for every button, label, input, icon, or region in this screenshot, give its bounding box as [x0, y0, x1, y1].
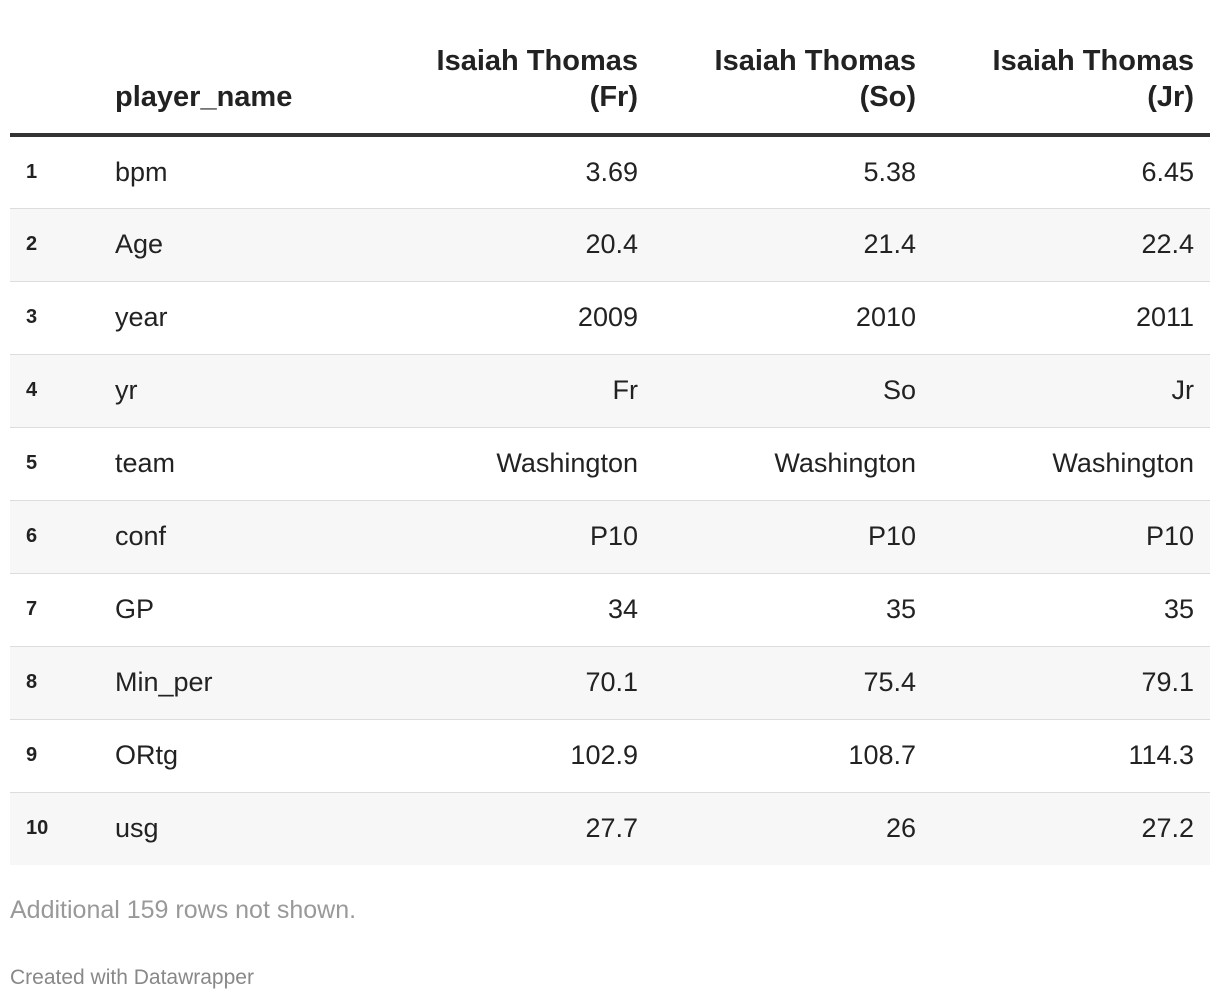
row-value-cell: 70.1: [377, 646, 654, 720]
table-row: 6 conf P10 P10 P10: [10, 500, 1210, 574]
row-value-cell: 34: [377, 573, 654, 647]
row-stat-name: year: [115, 281, 377, 355]
row-value-cell: 20.4: [377, 208, 654, 282]
column-header-line2: (So): [859, 81, 916, 113]
table-row: 5 team Washington Washington Washington: [10, 427, 1210, 501]
data-table: player_name Isaiah Thomas (Fr) Isaiah Th…: [10, 0, 1210, 865]
row-value-cell: 2011: [932, 281, 1210, 355]
row-value-cell: Washington: [932, 427, 1210, 501]
table-row: 3 year 2009 2010 2011: [10, 281, 1210, 355]
row-value-cell: 22.4: [932, 208, 1210, 282]
row-index: 9: [10, 719, 115, 793]
row-stat-name: Min_per: [115, 646, 377, 720]
row-value-cell: 21.4: [654, 208, 932, 282]
index-column-header: [10, 0, 115, 137]
column-header-isaiah-thomas-so[interactable]: Isaiah Thomas (So): [654, 0, 932, 137]
column-header-isaiah-thomas-fr[interactable]: Isaiah Thomas (Fr): [377, 0, 654, 137]
row-value-cell: P10: [932, 500, 1210, 574]
table-header: player_name Isaiah Thomas (Fr) Isaiah Th…: [10, 0, 1210, 137]
row-value-cell: 27.2: [932, 792, 1210, 865]
row-stat-name: team: [115, 427, 377, 501]
row-value-cell: Washington: [377, 427, 654, 501]
row-index: 5: [10, 427, 115, 501]
row-value-cell: 108.7: [654, 719, 932, 793]
row-value-cell: 102.9: [377, 719, 654, 793]
row-stat-name: Age: [115, 208, 377, 282]
row-value-cell: Fr: [377, 354, 654, 428]
row-value-cell: 79.1: [932, 646, 1210, 720]
row-stat-name: conf: [115, 500, 377, 574]
datawrapper-credit: Created with Datawrapper: [10, 966, 254, 989]
row-value-cell: So: [654, 354, 932, 428]
rows-not-shown-note: Additional 159 rows not shown.: [10, 896, 357, 924]
table-row: 1 bpm 3.69 5.38 6.45: [10, 135, 1210, 209]
row-stat-name: ORtg: [115, 719, 377, 793]
table-row: 10 usg 27.7 26 27.2: [10, 792, 1210, 865]
row-index: 4: [10, 354, 115, 428]
row-value-cell: P10: [654, 500, 932, 574]
table-row: 9 ORtg 102.9 108.7 114.3: [10, 719, 1210, 793]
row-value-cell: 26: [654, 792, 932, 865]
row-value-cell: 114.3: [932, 719, 1210, 793]
column-header-line2: (Jr): [1147, 81, 1194, 113]
header-row: player_name Isaiah Thomas (Fr) Isaiah Th…: [10, 0, 1210, 137]
row-value-cell: 2010: [654, 281, 932, 355]
row-value-cell: 5.38: [654, 135, 932, 209]
table-row: 8 Min_per 70.1 75.4 79.1: [10, 646, 1210, 720]
row-value-cell: Washington: [654, 427, 932, 501]
row-value-cell: 35: [932, 573, 1210, 647]
row-index: 1: [10, 135, 115, 209]
row-stat-name: bpm: [115, 135, 377, 209]
row-value-cell: 75.4: [654, 646, 932, 720]
row-index: 3: [10, 281, 115, 355]
row-value-cell: 2009: [377, 281, 654, 355]
row-index: 7: [10, 573, 115, 647]
row-stat-name: yr: [115, 354, 377, 428]
column-header-player-name[interactable]: player_name: [115, 0, 377, 137]
row-value-cell: P10: [377, 500, 654, 574]
table-row: 2 Age 20.4 21.4 22.4: [10, 208, 1210, 282]
column-header-line1: Isaiah Thomas: [436, 45, 638, 77]
row-value-cell: Jr: [932, 354, 1210, 428]
row-value-cell: 27.7: [377, 792, 654, 865]
column-header-line2: (Fr): [589, 81, 638, 113]
data-table-container: player_name Isaiah Thomas (Fr) Isaiah Th…: [10, 0, 1210, 865]
row-index: 8: [10, 646, 115, 720]
table-row: 4 yr Fr So Jr: [10, 354, 1210, 428]
column-header-line1: Isaiah Thomas: [714, 45, 916, 77]
row-value-cell: 35: [654, 573, 932, 647]
row-value-cell: 6.45: [932, 135, 1210, 209]
row-stat-name: usg: [115, 792, 377, 865]
row-index: 10: [10, 792, 115, 865]
row-index: 2: [10, 208, 115, 282]
column-header-isaiah-thomas-jr[interactable]: Isaiah Thomas (Jr): [932, 0, 1210, 137]
column-header-line1: Isaiah Thomas: [992, 45, 1194, 77]
table-body: 1 bpm 3.69 5.38 6.45 2 Age 20.4 21.4 22.4 3 year 200…: [10, 135, 1210, 865]
table-row: 7 GP 34 35 35: [10, 573, 1210, 647]
row-index: 6: [10, 500, 115, 574]
row-value-cell: 3.69: [377, 135, 654, 209]
row-stat-name: GP: [115, 573, 377, 647]
